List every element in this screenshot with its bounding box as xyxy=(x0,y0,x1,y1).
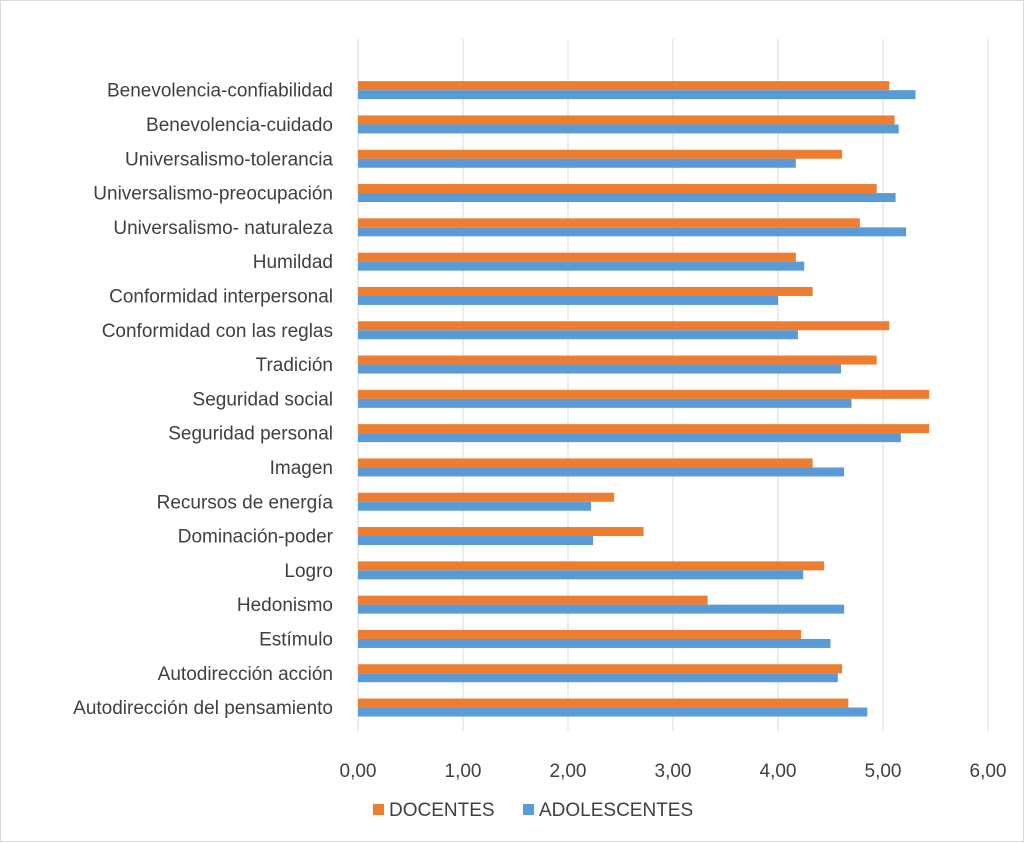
bar-adolescentes xyxy=(358,604,845,614)
category-label: Estímulo xyxy=(259,629,333,650)
bar-docentes xyxy=(358,252,796,262)
bar-adolescentes xyxy=(358,707,868,717)
x-tick-label: 6,00 xyxy=(970,761,1007,782)
bar-adolescentes xyxy=(358,364,841,374)
bar-adolescentes xyxy=(358,193,896,203)
category-label: Universalismo-preocupación xyxy=(93,184,333,205)
category-label: Conformidad interpersonal xyxy=(109,286,333,307)
bar-docentes xyxy=(358,424,930,434)
bar-adolescentes xyxy=(358,124,899,134)
bar-docentes xyxy=(358,561,825,571)
bar-adolescentes xyxy=(358,638,831,648)
bar-adolescentes xyxy=(358,90,916,100)
bar-adolescentes xyxy=(358,501,592,511)
x-tick-label: 0,00 xyxy=(340,761,377,782)
legend-swatch xyxy=(373,804,384,815)
bar-docentes xyxy=(358,629,802,639)
category-label: Imagen xyxy=(270,458,333,479)
category-label: Seguridad social xyxy=(193,389,333,410)
category-label: Benevolencia-confiabilidad xyxy=(107,81,333,102)
bar-adolescentes xyxy=(358,295,778,305)
x-tick-label: 5,00 xyxy=(865,761,902,782)
bar-adolescentes xyxy=(358,467,845,477)
category-label: Conformidad con las reglas xyxy=(102,321,333,342)
category-label: Tradición xyxy=(256,355,333,376)
gridlines xyxy=(357,39,989,731)
bar-docentes xyxy=(358,492,615,502)
bar-adolescentes xyxy=(358,433,901,443)
category-label: Universalismo- naturaleza xyxy=(113,218,333,239)
category-label: Humildad xyxy=(253,252,333,273)
bar-docentes xyxy=(358,595,708,605)
bar-docentes xyxy=(358,527,644,537)
category-label: Autodirección acción xyxy=(158,664,333,685)
bar-adolescentes xyxy=(358,536,594,546)
x-tick-label: 4,00 xyxy=(760,761,797,782)
legend-label: DOCENTES xyxy=(389,800,495,821)
bar-adolescentes xyxy=(358,261,805,271)
category-label: Logro xyxy=(284,561,333,582)
bar-adolescentes xyxy=(358,673,838,683)
category-label: Autodirección del pensamiento xyxy=(73,698,333,719)
bar-docentes xyxy=(358,321,890,331)
category-label: Dominación-poder xyxy=(178,527,334,548)
bar-docentes xyxy=(358,698,849,708)
bar-adolescentes xyxy=(358,158,796,168)
bar-docentes xyxy=(358,115,895,125)
legend: DOCENTES ADOLESCENTES xyxy=(373,800,693,821)
category-label: Hedonismo xyxy=(237,595,333,616)
bar-docentes xyxy=(358,286,813,296)
x-tick-label: 1,00 xyxy=(445,761,482,782)
bar-docentes xyxy=(358,389,930,399)
bar-docentes xyxy=(358,664,843,674)
legend-label: ADOLESCENTES xyxy=(539,800,693,821)
bars xyxy=(358,81,930,717)
legend-swatch xyxy=(523,804,534,815)
bar-adolescentes xyxy=(358,570,804,580)
bar-docentes xyxy=(358,218,860,228)
x-tick-label: 3,00 xyxy=(655,761,692,782)
x-tick-label: 2,00 xyxy=(550,761,587,782)
bar-docentes xyxy=(358,81,890,91)
bar-docentes xyxy=(358,355,877,365)
category-label: Universalismo-tolerancia xyxy=(125,149,333,170)
category-label: Seguridad personal xyxy=(168,424,333,445)
bar-docentes xyxy=(358,149,843,159)
category-labels: Benevolencia-confiabilidad Benevolencia-c… xyxy=(73,81,334,719)
bar-adolescentes xyxy=(358,227,907,237)
bar-docentes xyxy=(358,458,813,468)
category-label: Benevolencia-cuidado xyxy=(146,115,333,136)
category-label: Recursos de energía xyxy=(157,492,334,513)
bar-adolescentes xyxy=(358,330,798,340)
x-tick-labels: 0,00 1,00 2,00 3,00 4,00 5,00 6,00 xyxy=(340,761,1007,782)
bar-docentes xyxy=(358,184,877,194)
bar-adolescentes xyxy=(358,398,852,408)
